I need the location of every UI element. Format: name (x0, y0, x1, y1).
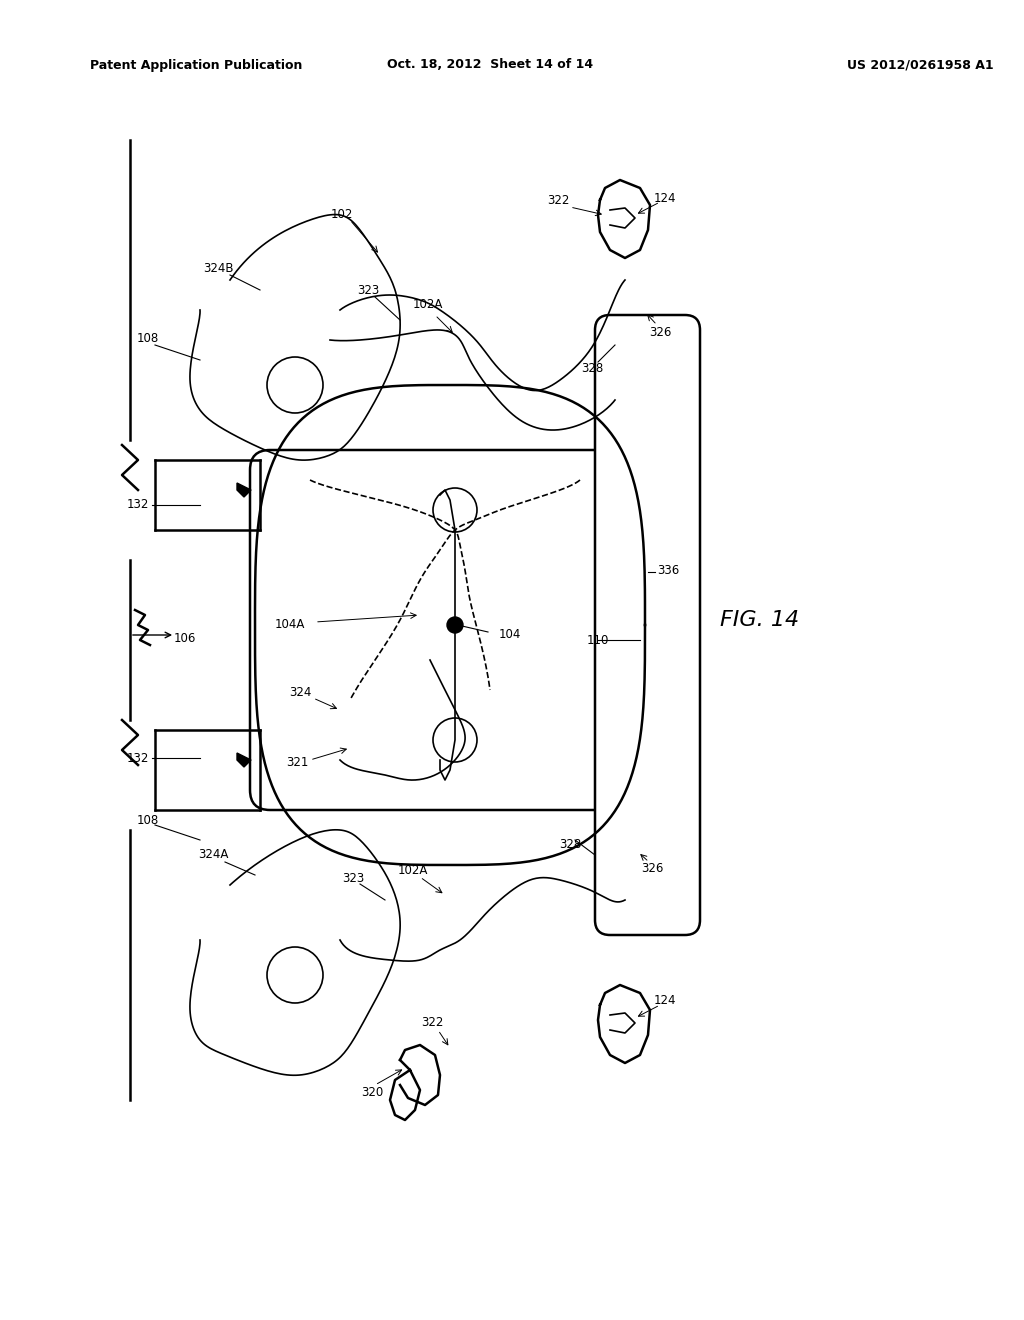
Text: 104: 104 (499, 628, 521, 642)
Text: 102A: 102A (397, 863, 428, 876)
Text: Patent Application Publication: Patent Application Publication (90, 58, 302, 71)
Text: 324B: 324B (203, 261, 233, 275)
Text: 322: 322 (547, 194, 569, 206)
Text: 324A: 324A (198, 849, 228, 862)
Text: 322: 322 (421, 1015, 443, 1028)
Text: 326: 326 (649, 326, 671, 338)
Text: 108: 108 (137, 331, 159, 345)
Text: 102A: 102A (413, 298, 443, 312)
Polygon shape (237, 483, 251, 498)
Text: 108: 108 (137, 813, 159, 826)
Text: 323: 323 (342, 871, 365, 884)
Polygon shape (237, 752, 251, 767)
Text: 132: 132 (127, 751, 150, 764)
Text: 328: 328 (559, 838, 582, 851)
Text: 326: 326 (641, 862, 664, 874)
Text: US 2012/0261958 A1: US 2012/0261958 A1 (847, 58, 993, 71)
FancyBboxPatch shape (595, 315, 700, 935)
Text: 328: 328 (581, 362, 603, 375)
Text: Oct. 18, 2012  Sheet 14 of 14: Oct. 18, 2012 Sheet 14 of 14 (387, 58, 593, 71)
Text: 320: 320 (360, 1085, 383, 1098)
Text: 321: 321 (286, 756, 308, 770)
Text: 323: 323 (357, 284, 379, 297)
Text: 104A: 104A (274, 619, 305, 631)
Circle shape (447, 616, 463, 634)
Text: 102: 102 (331, 209, 353, 222)
Text: 106: 106 (174, 631, 197, 644)
Text: 124: 124 (653, 191, 676, 205)
Text: 132: 132 (127, 499, 150, 511)
Text: 336: 336 (656, 564, 679, 577)
Text: 124: 124 (653, 994, 676, 1006)
Text: FIG. 14: FIG. 14 (720, 610, 799, 630)
Text: 110: 110 (587, 634, 609, 647)
FancyBboxPatch shape (250, 450, 650, 810)
Text: 324: 324 (289, 686, 311, 700)
